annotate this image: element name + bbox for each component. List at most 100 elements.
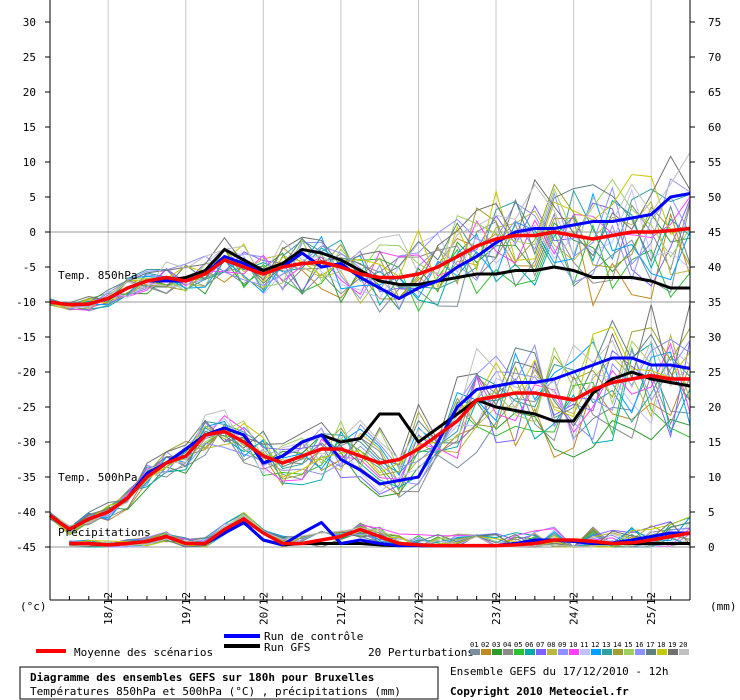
right-tick-label: 10 xyxy=(708,471,721,484)
label-t500: Temp. 500hPa xyxy=(58,471,137,484)
perturbation-19-t850 xyxy=(49,155,691,304)
right-tick-label: 60 xyxy=(708,121,721,134)
perturbation-20-t500 xyxy=(49,339,691,527)
run-info: Ensemble GEFS du 17/12/2010 - 12h xyxy=(450,665,669,678)
left-tick-label: 0 xyxy=(29,226,36,239)
perturbation-4-t500 xyxy=(49,372,691,532)
x-tick-label: 24/12 xyxy=(568,592,581,625)
perturbation-16-t850 xyxy=(49,178,691,309)
perturbation-legend-number: 04 xyxy=(503,641,511,649)
axes: 302520151050-5-10-15-20-25-30-35-40-4575… xyxy=(16,0,721,625)
left-tick-label: -35 xyxy=(16,471,36,484)
right-tick-label: 55 xyxy=(708,156,721,169)
right-tick-label: 35 xyxy=(708,296,721,309)
perturbation-legend-number: 10 xyxy=(569,641,577,649)
grid xyxy=(50,0,690,600)
perturbation-legend-swatch xyxy=(668,649,678,655)
right-tick-label: 70 xyxy=(708,51,721,64)
perturbation-legend-swatch xyxy=(613,649,623,655)
perturbation-legend-number: 03 xyxy=(492,641,500,649)
label-precip: Précipitations xyxy=(58,526,151,539)
gfs-series-t500 xyxy=(49,370,691,531)
left-tick-label: 10 xyxy=(23,156,36,169)
perturbation-legend-number: 09 xyxy=(558,641,566,649)
legend: Run de contrôle Run GFS Moyenne des scén… xyxy=(36,630,689,659)
perturbation-legend-swatch xyxy=(602,649,612,655)
left-tick-label: -40 xyxy=(16,506,36,519)
x-tick-label: 21/12 xyxy=(335,592,348,625)
perturbation-legend-swatch xyxy=(679,649,689,655)
perturbation-15-t500 xyxy=(49,336,691,527)
right-tick-label: 45 xyxy=(708,226,721,239)
right-tick-label: 65 xyxy=(708,86,721,99)
perturbation-10-t500 xyxy=(49,342,691,527)
perturbation-legend: 01 02 03 04 05 06 07 08 09 10 11 12 13 14 15 16 17 18 19 20 xyxy=(470,641,689,655)
left-axis-unit: (°c) xyxy=(20,600,47,613)
perturbation-14-t500 xyxy=(49,327,691,531)
perturbation-legend-number: 14 xyxy=(613,641,621,649)
left-tick-label: -5 xyxy=(23,261,36,274)
perturbation-20-t850 xyxy=(49,152,691,309)
right-tick-label: 5 xyxy=(708,506,715,519)
perturbation-3-t500 xyxy=(49,401,691,536)
mean-series-t500 xyxy=(48,373,690,532)
perturbation-legend-swatch xyxy=(635,649,645,655)
perturbation-legend-swatch xyxy=(525,649,535,655)
perturbation-legend-number: 11 xyxy=(580,641,588,649)
x-tick-label: 20/12 xyxy=(257,592,270,625)
perturbation-legend-swatch xyxy=(481,649,491,655)
right-tick-label: 75 xyxy=(708,16,721,29)
perturbation-5-t850 xyxy=(49,223,691,313)
right-axis-unit: (mm) xyxy=(710,600,737,613)
perturbation-series xyxy=(49,152,691,548)
perturbation-legend-swatch xyxy=(591,649,601,655)
perturbation-legend-swatch xyxy=(470,649,480,655)
x-tick-label: 25/12 xyxy=(645,592,658,625)
right-tick-label: 50 xyxy=(708,191,721,204)
main-series xyxy=(48,192,691,548)
left-tick-label: -45 xyxy=(16,541,36,554)
left-tick-label: -10 xyxy=(16,296,36,309)
perturbation-legend-number: 07 xyxy=(536,641,544,649)
perturbation-legend-number: 05 xyxy=(514,641,522,649)
perturbation-17-t850 xyxy=(49,184,691,306)
perturbation-legend-number: 06 xyxy=(525,641,533,649)
perturbation-legend-number: 13 xyxy=(602,641,610,649)
perturbation-11-t500 xyxy=(49,346,691,533)
legend-perturbations-label: 20 Perturbations xyxy=(368,646,474,659)
copyright: Copyright 2010 Meteociel.fr xyxy=(450,685,629,698)
left-tick-label: 25 xyxy=(23,51,36,64)
right-tick-label: 40 xyxy=(708,261,721,274)
perturbation-19-t500 xyxy=(49,303,691,531)
perturbation-legend-swatch xyxy=(580,649,590,655)
perturbation-legend-number: 20 xyxy=(679,641,687,649)
perturbation-legend-number: 08 xyxy=(547,641,555,649)
right-tick-label: 30 xyxy=(708,331,721,344)
legend-mean-label: Moyenne des scénarios xyxy=(74,646,213,659)
x-tick-label: 18/12 xyxy=(102,592,115,625)
mean-series-precip xyxy=(69,517,691,548)
perturbation-legend-number: 02 xyxy=(481,641,489,649)
perturbation-legend-swatch xyxy=(624,649,634,655)
perturbation-legend-number: 19 xyxy=(668,641,676,649)
info-box xyxy=(19,666,439,700)
perturbation-14-precip xyxy=(69,521,691,548)
perturbation-17-t500 xyxy=(49,319,691,529)
legend-control-label: Run de contrôle xyxy=(264,630,363,643)
right-tick-label: 20 xyxy=(708,401,721,414)
perturbation-legend-number: 18 xyxy=(657,641,665,649)
perturbation-legend-number: 17 xyxy=(646,641,654,649)
left-tick-label: 5 xyxy=(29,191,36,204)
perturbation-legend-swatch xyxy=(646,649,656,655)
perturbation-legend-swatch xyxy=(547,649,557,655)
perturbation-legend-swatch xyxy=(514,649,524,655)
x-tick-label: 22/12 xyxy=(412,592,425,625)
perturbation-legend-number: 15 xyxy=(624,641,632,649)
left-tick-label: -15 xyxy=(16,331,36,344)
left-tick-label: 20 xyxy=(23,86,36,99)
mean-series-t850 xyxy=(49,226,691,307)
perturbation-legend-swatch xyxy=(657,649,667,655)
x-tick-label: 19/12 xyxy=(180,592,193,625)
perturbation-legend-swatch xyxy=(569,649,579,655)
